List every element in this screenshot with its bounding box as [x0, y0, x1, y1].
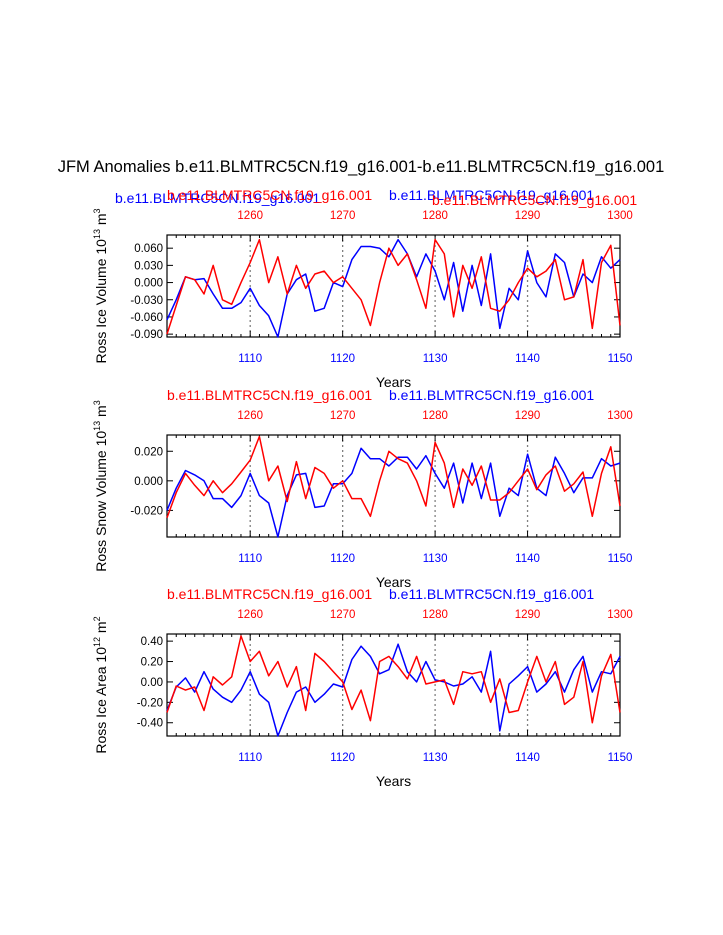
panel-center-title: b.e11.BLMTRC5CN.f19_g16.001	[167, 387, 372, 403]
x-tick-label: 1150	[608, 553, 633, 565]
x-axis-label: Years	[376, 374, 411, 390]
panel-center-title: b.e11.BLMTRC5CN.f19_g16.001	[167, 586, 372, 602]
x-tick-label: 1130	[423, 553, 448, 565]
x-tick-label: 1150	[608, 752, 633, 764]
chart-panel-ice-volume: 1110 1120 1130 1140 1150 1260 1270 1280 1290 1300…	[92, 187, 637, 390]
x-top-tick-label: 1290	[515, 210, 541, 222]
x-tick-label: 1120	[330, 752, 355, 764]
x-top-tick-label: 1260	[237, 410, 263, 422]
x-axis-label: Years	[376, 574, 411, 590]
x-top-tick-label: 1300	[607, 609, 633, 621]
x-top-tick-label: 1300	[607, 210, 633, 222]
x-tick-label: 1120	[330, 553, 355, 565]
y-tick-label: -0.030	[130, 295, 163, 307]
x-tick-label: 1110	[238, 553, 262, 565]
x-top-tick-label: 1260	[237, 609, 263, 621]
y-tick-label: 0.20	[141, 657, 163, 669]
panel-right-title: b.e11.BLMTRC5CN.f19_g16.001	[389, 586, 594, 602]
x-top-tick-label: 1280	[422, 609, 448, 621]
y-tick-label: 0.40	[141, 636, 163, 648]
y-tick-label: 0.000	[134, 476, 163, 488]
series-line-blue	[166, 447, 621, 538]
series-line-blue	[166, 238, 621, 338]
y-tick-label: 0.020	[134, 446, 163, 458]
x-top-tick-label: 1270	[330, 410, 356, 422]
x-axis-label: Years	[376, 773, 411, 789]
panel-right-title-2: b.e11.BLMTRC5CN.f19_g16.001	[432, 192, 637, 208]
y-axis-label: Ross Snow Volume 1013 m3	[92, 400, 109, 571]
panel-right-title: b.e11.BLMTRC5CN.f19_g16.001	[389, 187, 594, 203]
y-tick-label: 0.060	[134, 243, 163, 255]
y-tick-label: -0.060	[130, 312, 163, 324]
series-line-red	[166, 635, 621, 724]
series-line-red	[166, 435, 621, 519]
x-top-tick-label: 1280	[422, 210, 448, 222]
x-tick-label: 1140	[515, 752, 540, 764]
y-tick-label: -0.40	[137, 718, 163, 730]
panel-left-title: b.e11.BLMTRC5CN.f19_g16.001	[115, 190, 320, 206]
y-tick-label: 0.00	[141, 677, 163, 689]
x-tick-label: 1110	[238, 353, 262, 365]
y-tick-label: 0.030	[134, 260, 163, 272]
page-title: JFM Anomalies b.e11.BLMTRC5CN.f19_g16.00…	[58, 158, 665, 176]
x-top-tick-label: 1260	[237, 210, 263, 222]
x-tick-label: 1110	[238, 752, 262, 764]
panel-right-title: b.e11.BLMTRC5CN.f19_g16.001	[389, 387, 594, 403]
x-top-tick-label: 1300	[607, 410, 633, 422]
y-tick-label: -0.090	[130, 329, 163, 341]
y-axis-label: Ross Ice Area 1012 m2	[92, 616, 109, 753]
y-axis-label: Ross Ice Volume 1013 m3	[92, 208, 109, 363]
x-tick-label: 1130	[423, 752, 448, 764]
x-top-tick-label: 1270	[330, 210, 356, 222]
chart-panel-snow-volume: 1110 1120 1130 1140 1150 1260 1270 1280 1290 1300…	[92, 387, 633, 590]
x-top-tick-label: 1290	[515, 609, 541, 621]
x-top-tick-label: 1290	[515, 410, 541, 422]
x-tick-label: 1140	[515, 553, 540, 565]
series-line-red	[166, 238, 621, 335]
x-tick-label: 1140	[515, 353, 540, 365]
plot-frame	[166, 633, 621, 737]
x-top-tick-label: 1280	[422, 410, 448, 422]
series-line-blue	[166, 643, 621, 737]
x-top-tick-label: 1270	[330, 609, 356, 621]
y-tick-label: 0.000	[134, 278, 163, 290]
y-tick-label: -0.20	[137, 697, 163, 709]
x-tick-label: 1150	[608, 353, 633, 365]
chart-panel-ice-area: 1110 1120 1130 1140 1150 1260 1270 1280 1290 1300…	[92, 586, 633, 789]
panel-center-title: b.e11.BLMTRC5CN.f19_g16.001	[167, 187, 372, 203]
x-tick-label: 1120	[330, 353, 355, 365]
x-tick-label: 1130	[423, 353, 448, 365]
plot-frame	[166, 434, 621, 538]
y-tick-label: -0.020	[130, 505, 163, 517]
plot-frame	[166, 234, 621, 338]
